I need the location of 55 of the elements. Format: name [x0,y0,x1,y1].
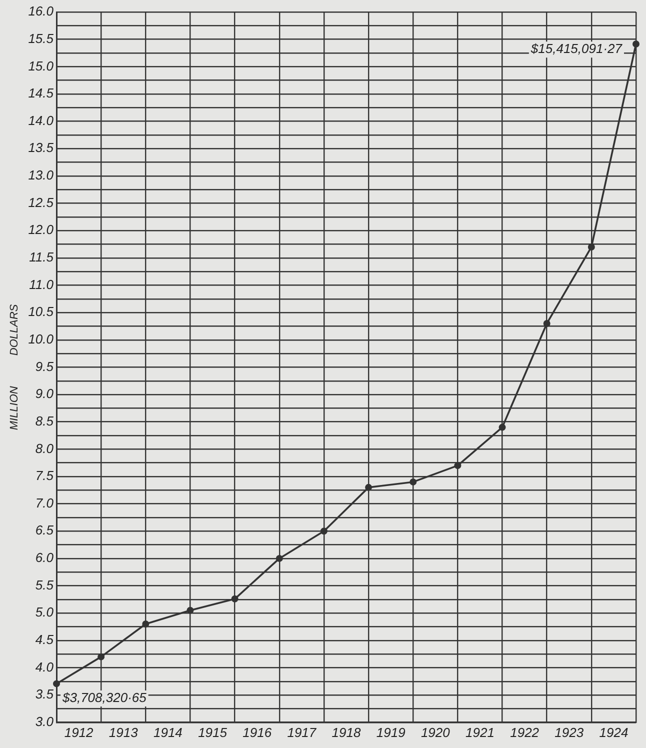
point [632,40,640,48]
x-tick-label: 1920 [420,724,451,740]
y-tick-label: 15.0 [28,58,54,74]
point [53,680,60,688]
x-tick-label: 1916 [242,724,272,740]
y-tick-label: 12.5 [28,194,54,210]
point [320,528,328,535]
point [498,424,506,431]
x-tick-label: 1923 [554,724,584,740]
x-tick-label: 1924 [599,724,628,740]
y-tick-label: 12.0 [28,222,54,238]
x-tick-label: 1913 [108,724,139,740]
y-tick-label: 5.5 [35,577,54,592]
y-tick-label: 3.0 [35,714,54,730]
y-tick-label: 9.0 [35,386,54,402]
annotation: $15,415,091·27 [530,41,623,56]
point [365,484,372,491]
y-tick-label: 14.0 [28,112,54,128]
y-tick-label: 6.5 [35,522,54,538]
y-tick-label: 7.5 [35,468,54,484]
y-tick-label: 5.0 [35,604,54,620]
x-tick-label: 1912 [64,724,94,740]
y-tick-label: 8.0 [35,440,54,456]
point [276,554,283,562]
y-tick-label: 14.5 [28,86,54,101]
y-tick-label: 10.5 [28,304,54,320]
x-tick-label: 1918 [332,724,362,740]
y-tick-label: 6.0 [35,550,54,566]
point [543,320,550,327]
y-tick-label: 8.5 [35,413,54,428]
y-tick-label: 11.0 [29,276,54,292]
annotation: $3,708,320·65 [62,690,148,706]
y-axis-title: MILLION DOLLARS [8,304,21,430]
point [454,462,462,470]
x-tick-label: 1917 [287,724,317,740]
x-tick-label: 1922 [510,724,540,740]
x-tick-label: 1915 [198,724,228,740]
x-tick-label: 1914 [153,724,182,740]
y-tick-label: 4.0 [35,659,54,674]
point [410,478,417,486]
y-tick-label: 16.0 [28,4,54,19]
y-tick-label: 15.5 [28,30,54,46]
y-tick-label: 10.0 [28,331,54,346]
y-tick-label: 11.5 [29,250,54,265]
point [231,595,238,602]
y-tick-label: 3.5 [35,686,54,702]
y-tick-label: 7.0 [35,495,54,510]
y-tick-label: 9.5 [35,358,54,374]
y-tick-label: 4.5 [35,632,54,648]
point [186,606,194,614]
y-tick-label: 13.5 [28,140,54,156]
point [142,620,150,628]
x-tick-label: 1919 [376,724,406,740]
x-tick-label: 1921 [466,724,494,740]
y-tick-label: 13.0 [28,168,54,183]
